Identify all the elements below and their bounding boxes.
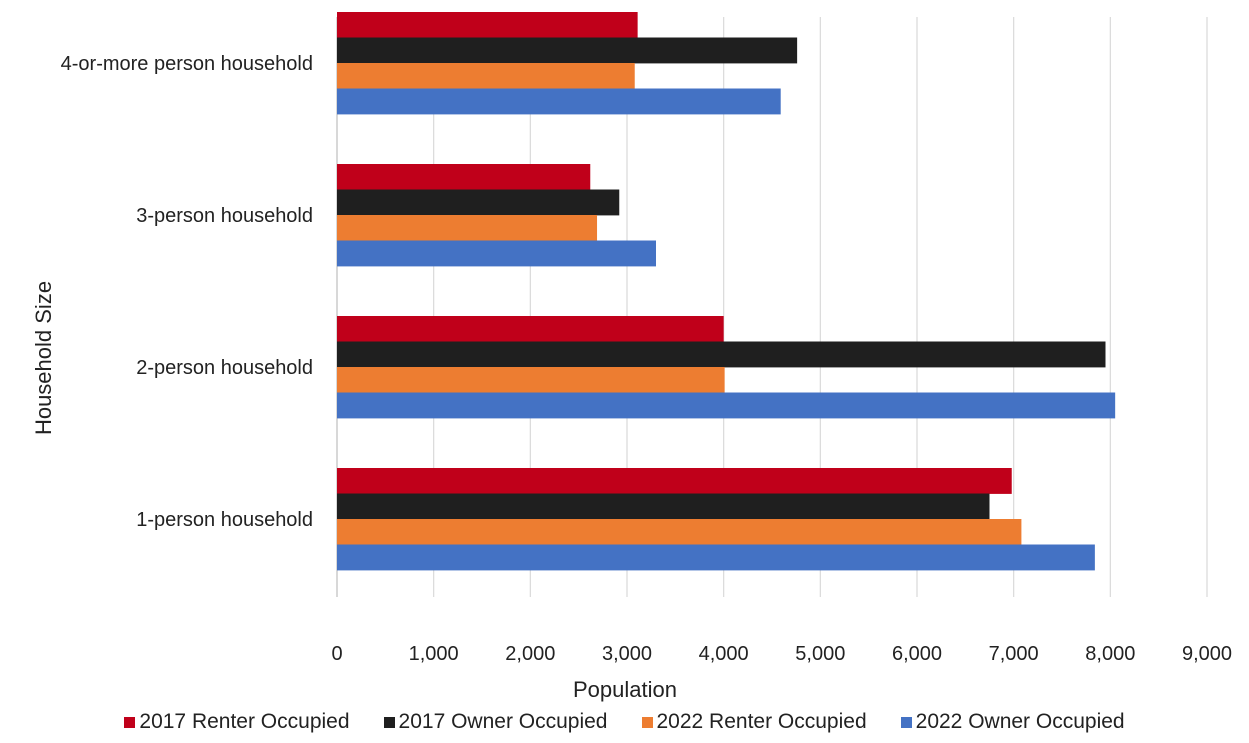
bar-2017-owner-occupied-4-or-more-person-household — [337, 37, 798, 64]
x-tick-label: 0 — [331, 643, 342, 665]
x-tick-label: 8,000 — [1085, 643, 1135, 665]
bar-2022-owner-occupied-3-person-household — [337, 240, 656, 267]
bar-2017-owner-occupied-3-person-household — [337, 189, 620, 216]
legend-label: 2022 Renter Occupied — [656, 710, 867, 733]
legend-swatch — [900, 716, 912, 728]
bar-2022-owner-occupied-4-or-more-person-household — [337, 88, 781, 115]
legend-item-2022-owner-occupied: 2022 Owner Occupied — [900, 710, 1125, 734]
x-tick-label: 1,000 — [409, 643, 459, 665]
legend-item-2022-renter-occupied: 2022 Renter Occupied — [641, 710, 867, 734]
x-axis-title: Population — [573, 677, 677, 702]
bar-2017-renter-occupied-1-person-household — [337, 468, 1012, 494]
category-label-1-person-household: 1-person household — [136, 509, 313, 531]
x-tick-label: 3,000 — [602, 643, 652, 665]
category-label-3-person-household: 3-person household — [136, 205, 313, 227]
x-tick-label: 7,000 — [989, 643, 1039, 665]
legend-item-2017-owner-occupied: 2017 Owner Occupied — [383, 710, 608, 734]
bar-2017-renter-occupied-2-person-household — [337, 316, 724, 342]
legend-item-2017-renter-occupied: 2017 Renter Occupied — [124, 710, 350, 734]
bar-2022-renter-occupied-2-person-household — [337, 367, 725, 393]
y-axis-title: Household Size — [31, 281, 56, 435]
category-label-4-or-more-person-household: 4-or-more person household — [61, 53, 313, 75]
category-labels: 1-person household 2-person household 3-pe… — [61, 53, 313, 531]
category-label-2-person-household: 2-person household — [136, 357, 313, 379]
bar-2017-renter-occupied-4-or-more-person-household — [337, 12, 638, 38]
x-tick-label: 2,000 — [505, 643, 555, 665]
legend-label: 2017 Owner Occupied — [398, 710, 608, 733]
bars — [337, 12, 1116, 571]
bar-2017-owner-occupied-2-person-household — [337, 341, 1106, 368]
legend-swatch — [641, 716, 653, 728]
x-tick-label: 6,000 — [892, 643, 942, 665]
legend-swatch — [383, 716, 395, 728]
bar-2022-owner-occupied-2-person-household — [337, 392, 1116, 419]
bar-2022-renter-occupied-4-or-more-person-household — [337, 63, 635, 89]
bar-2022-renter-occupied-1-person-household — [337, 519, 1022, 545]
bar-2022-renter-occupied-3-person-household — [337, 215, 598, 241]
legend-label: 2022 Owner Occupied — [915, 710, 1125, 733]
x-tick-label: 9,000 — [1182, 643, 1232, 665]
bar-2022-owner-occupied-1-person-household — [337, 544, 1095, 571]
bar-2017-renter-occupied-3-person-household — [337, 164, 591, 190]
x-tick-label: 4,000 — [699, 643, 749, 665]
legend: 2017 Renter Occupied 2017 Owner Occupied 2… — [0, 707, 1249, 737]
x-tick-labels: 0 1,000 2,000 3,000 4,000 5,000 6,000 7,000 8,00… — [331, 643, 1232, 665]
x-tick-label: 5,000 — [795, 643, 845, 665]
legend-label: 2017 Renter Occupied — [139, 710, 350, 733]
legend-swatch — [124, 716, 136, 728]
bar-2017-owner-occupied-1-person-household — [337, 493, 990, 520]
